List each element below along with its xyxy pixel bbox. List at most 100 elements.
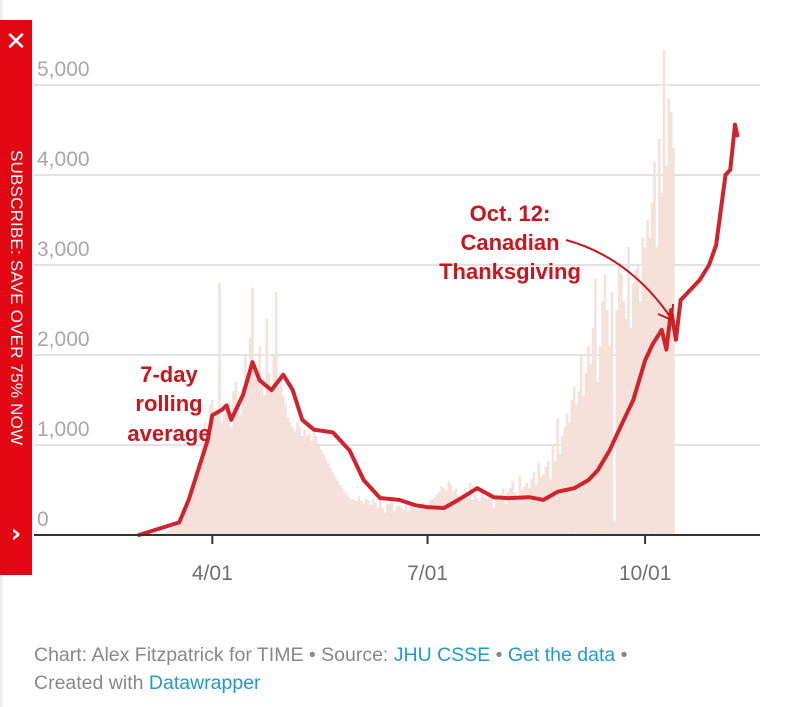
daily-bar xyxy=(480,488,484,535)
daily-bar xyxy=(551,445,555,535)
daily-bar xyxy=(355,500,358,535)
daily-bar xyxy=(608,346,611,535)
daily-bar xyxy=(648,238,652,535)
daily-bar xyxy=(251,287,254,535)
subscribe-sidebar[interactable]: ✕ SUBSCRIBE: SAVE OVER 75% NOW › xyxy=(0,20,32,575)
daily-bar xyxy=(319,449,323,535)
get-the-data-link[interactable]: Get the data xyxy=(507,644,616,666)
daily-bar xyxy=(610,292,614,535)
daily-bar xyxy=(371,498,375,535)
daily-bar xyxy=(596,382,600,535)
daily-bar xyxy=(435,494,439,535)
daily-bar xyxy=(220,422,224,535)
daily-bar xyxy=(241,386,245,535)
subscribe-text-wrap[interactable]: SUBSCRIBE: SAVE OVER 75% NOW xyxy=(6,150,26,450)
daily-bar xyxy=(324,458,328,535)
daily-bar xyxy=(234,382,238,535)
daily-bar xyxy=(468,482,472,535)
daily-bar xyxy=(639,301,642,535)
daily-bar xyxy=(282,395,285,535)
daily-bar xyxy=(494,495,498,535)
daily-bar xyxy=(381,508,384,535)
daily-bar xyxy=(343,491,347,535)
x-tick-label: 4/01 xyxy=(192,562,233,585)
daily-bar xyxy=(556,418,559,535)
daily-bar xyxy=(253,364,257,535)
daily-bar xyxy=(582,395,585,535)
daily-bar xyxy=(553,461,557,535)
daily-bar xyxy=(289,422,292,535)
daily-bar xyxy=(591,328,595,535)
annotation-rolling-line-1: 7-day xyxy=(140,362,198,387)
daily-bar xyxy=(549,479,552,535)
daily-bar xyxy=(201,436,205,535)
daily-bar xyxy=(308,434,311,535)
separator: • xyxy=(303,644,322,666)
daily-bar xyxy=(518,476,522,535)
daily-bar xyxy=(423,504,427,535)
daily-bar xyxy=(632,283,635,535)
daily-bar xyxy=(170,528,174,535)
daily-bar xyxy=(248,337,252,535)
daily-bar xyxy=(603,274,607,535)
source-link[interactable]: JHU CSSE xyxy=(393,644,491,666)
rolling-average-line xyxy=(137,122,740,537)
daily-bar xyxy=(265,319,268,535)
daily-bar xyxy=(542,473,545,535)
daily-bar xyxy=(530,479,533,535)
daily-bar xyxy=(270,386,273,535)
daily-bar xyxy=(303,428,306,535)
daily-bar xyxy=(587,346,590,535)
daily-bar xyxy=(454,488,458,535)
daily-bar xyxy=(189,497,193,535)
daily-bars xyxy=(144,49,675,536)
daily-bar xyxy=(300,436,304,535)
y-tick-label: 1,000 xyxy=(37,418,90,441)
daily-bar xyxy=(440,486,443,535)
daily-bar xyxy=(442,488,446,535)
annotation-thanksgiving-line-3: Thanksgiving xyxy=(439,259,581,284)
daily-bar xyxy=(208,404,212,535)
daily-bar xyxy=(364,499,368,535)
chevron-right-icon[interactable]: › xyxy=(10,519,22,549)
daily-bar xyxy=(213,418,216,535)
daily-bar xyxy=(246,373,250,535)
daily-bar xyxy=(173,526,176,535)
daily-bar xyxy=(329,467,332,535)
x-tick-label: 7/01 xyxy=(407,562,448,585)
daily-bar xyxy=(561,436,564,535)
daily-bar xyxy=(499,494,503,535)
daily-bar xyxy=(196,472,200,535)
subscribe-text[interactable]: SUBSCRIBE: SAVE OVER 75% NOW xyxy=(7,150,26,446)
close-icon[interactable]: ✕ xyxy=(5,27,27,57)
daily-bar xyxy=(267,373,271,535)
daily-bar xyxy=(397,505,401,535)
daily-bar xyxy=(317,445,320,535)
daily-bar xyxy=(634,269,637,535)
daily-bar xyxy=(409,505,413,535)
daily-bar xyxy=(334,476,337,535)
daily-bar xyxy=(293,431,297,535)
daily-bar xyxy=(163,532,167,535)
daily-bar xyxy=(272,355,276,535)
daily-bar xyxy=(350,499,354,535)
daily-bar xyxy=(487,491,491,535)
daily-bar xyxy=(506,491,510,535)
daily-bar xyxy=(383,512,387,535)
daily-bar xyxy=(620,274,623,535)
y-tick-label: 4,000 xyxy=(37,148,90,171)
daily-bar xyxy=(672,148,675,535)
daily-bar xyxy=(326,463,330,535)
daily-bar xyxy=(199,463,202,535)
daily-bar xyxy=(360,500,363,535)
daily-bar xyxy=(338,484,342,535)
daily-bar xyxy=(433,497,436,535)
daily-bar xyxy=(206,445,209,535)
daily-bar xyxy=(376,508,380,535)
daily-bar xyxy=(584,373,588,535)
daily-bar xyxy=(244,355,247,535)
daily-bar xyxy=(222,413,226,535)
x-axis: 4/01 7/01 10/01 xyxy=(34,534,760,585)
datawrapper-link[interactable]: Datawrapper xyxy=(148,672,261,694)
daily-bar xyxy=(449,484,453,535)
